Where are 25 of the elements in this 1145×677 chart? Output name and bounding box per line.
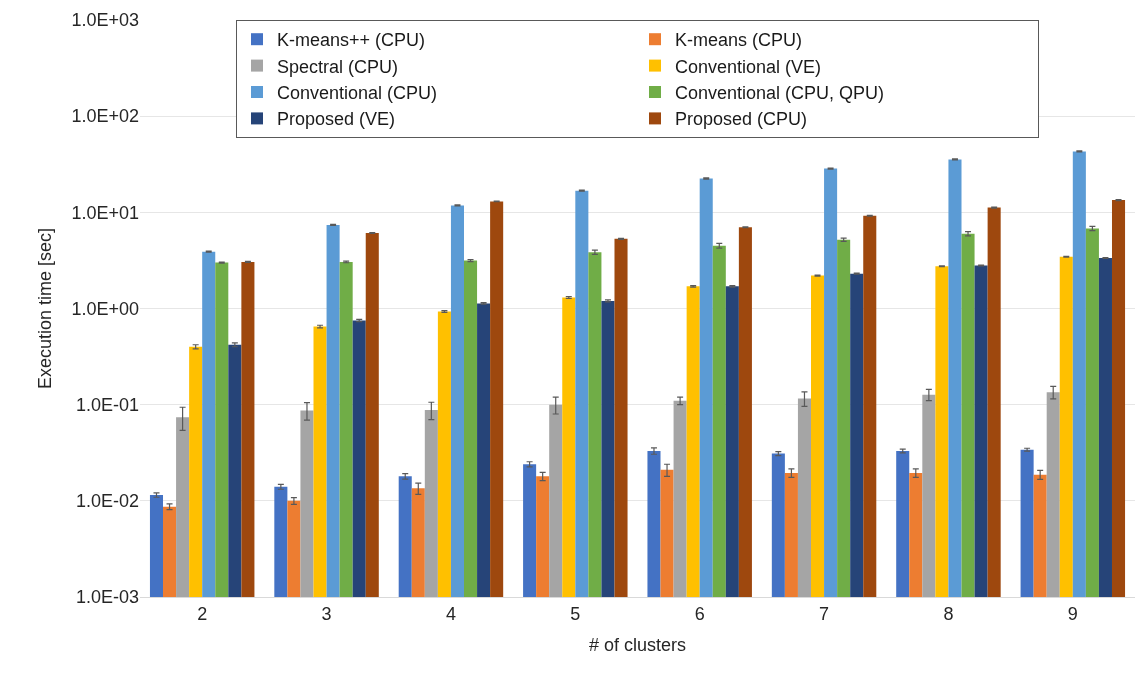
y-tick-label: 1.0E+03 [71, 10, 139, 31]
y-tick-label: 1.0E-02 [75, 491, 139, 512]
legend-label: Conventional (CPU, QPU) [675, 83, 885, 104]
x-tick-label: 7 [819, 603, 830, 624]
y-tick-label: 1.0E-01 [75, 394, 139, 415]
y-tick-label: 1.0E+02 [71, 106, 139, 127]
legend-label: K-means (CPU) [675, 30, 803, 51]
y-tick-label: 1.0E+00 [71, 298, 139, 319]
legend-label: Conventional (VE) [675, 56, 822, 77]
y-axis-title: Execution time [sec] [34, 227, 55, 390]
y-tick-label: 1.0E-03 [75, 587, 139, 608]
legend-label: Proposed (CPU) [675, 109, 808, 130]
x-axis-title: # of clusters [588, 634, 687, 655]
x-tick-label: 9 [1067, 603, 1078, 624]
legend-label: Spectral (CPU) [277, 56, 399, 77]
legend-label: Proposed (VE) [277, 109, 396, 130]
x-tick-label: 4 [445, 603, 456, 624]
legend-label: K-means++ (CPU) [277, 30, 426, 51]
x-tick-label: 2 [197, 603, 208, 624]
x-tick-label: 5 [570, 603, 581, 624]
y-tick-label: 1.0E+01 [71, 202, 139, 223]
x-tick-label: 3 [321, 603, 332, 624]
x-tick-label: 8 [943, 603, 954, 624]
legend-label: Conventional (CPU) [277, 83, 438, 104]
x-tick-label: 6 [694, 603, 705, 624]
